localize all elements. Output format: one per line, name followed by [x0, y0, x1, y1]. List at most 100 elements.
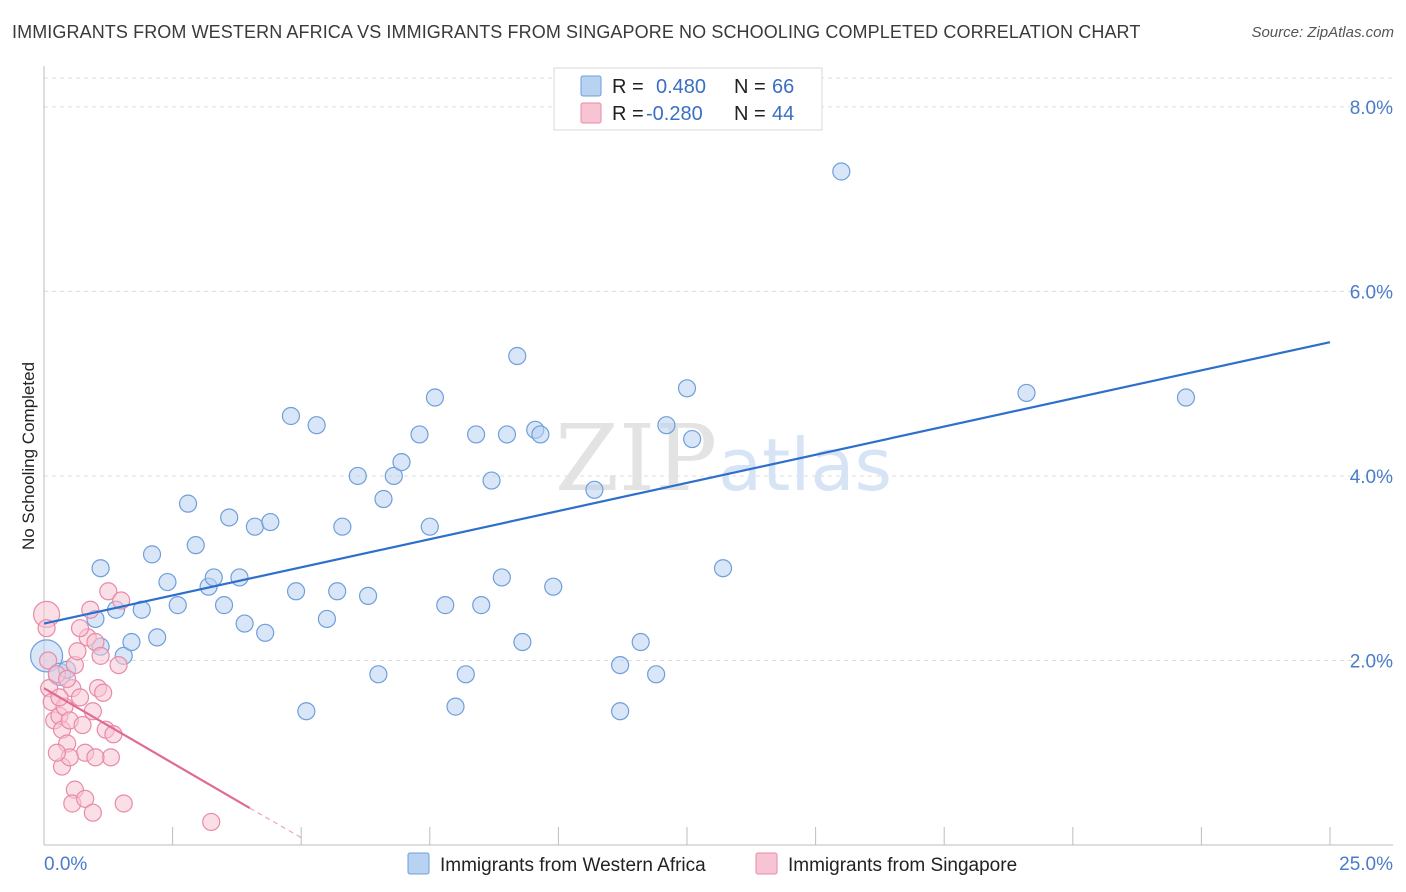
point-western-africa [348, 466, 367, 486]
point-western-africa [168, 596, 187, 615]
point-western-africa [384, 466, 403, 486]
point-western-africa [631, 632, 650, 652]
legend-n-value-pink: 44 [772, 103, 794, 125]
point-western-africa [531, 425, 550, 444]
legend-r-label-blue: R = [612, 76, 644, 98]
point-western-africa [657, 416, 676, 435]
legend-r-value-pink: -0.280 [646, 103, 703, 125]
point-singapore [101, 748, 120, 767]
point-western-africa [328, 582, 347, 601]
y-tick-label: 6.0% [1350, 282, 1393, 303]
point-singapore [58, 669, 77, 689]
legend-n-label-blue: N = [734, 76, 766, 98]
point-western-africa [286, 582, 306, 601]
watermark-atlas: atlas [718, 423, 892, 507]
series-legend: Immigrants from Western Africa Immigrant… [407, 852, 1017, 876]
point-singapore [202, 812, 221, 832]
point-western-africa [148, 628, 167, 647]
point-western-africa [261, 512, 280, 532]
trend-line-western-africa [43, 341, 1331, 625]
point-western-africa [122, 632, 141, 652]
correlation-legend: R = 0.480 N = 66 R = -0.280 N = 44 [553, 67, 823, 131]
point-western-africa [466, 425, 486, 444]
point-western-africa [178, 494, 198, 513]
point-western-africa [235, 614, 254, 633]
point-singapore [70, 688, 90, 707]
legend-r-value-blue: 0.480 [656, 76, 706, 98]
bottom-legend-swatch-blue [407, 852, 430, 875]
point-singapore [83, 803, 102, 822]
point-western-africa [333, 517, 352, 536]
legend-swatch-blue [580, 75, 602, 97]
point-singapore [76, 789, 95, 808]
point-western-africa [832, 162, 851, 181]
point-western-africa [369, 665, 388, 684]
point-western-africa [647, 665, 666, 684]
point-western-africa [142, 545, 162, 564]
y-tick-label: 4.0% [1350, 467, 1393, 488]
x-tick-label-min: 0.0% [44, 854, 87, 875]
point-western-africa [611, 702, 630, 721]
axes [43, 66, 1393, 846]
point-singapore [86, 748, 105, 767]
point-western-africa [1017, 383, 1036, 403]
bottom-legend-label-blue: Immigrants from Western Africa [440, 855, 706, 876]
point-singapore [109, 655, 128, 675]
legend-r-label-pink: R = [612, 103, 644, 125]
point-singapore [37, 619, 56, 638]
point-western-africa [410, 425, 429, 444]
point-western-africa [307, 416, 326, 435]
y-axis-label: No Schooling Completed [19, 362, 38, 550]
point-western-africa [544, 577, 563, 596]
point-western-africa [472, 596, 491, 615]
point-western-africa [508, 346, 527, 366]
y-tick-label: 8.0% [1350, 98, 1393, 119]
chart-source: Source: ZipAtlas.com [1251, 24, 1394, 41]
point-western-africa [256, 623, 275, 642]
point-western-africa [436, 596, 455, 615]
point-western-africa [392, 453, 411, 472]
point-western-africa [677, 379, 697, 398]
point-singapore [47, 743, 66, 762]
point-western-africa [585, 480, 604, 499]
point-western-africa [425, 388, 445, 407]
x-tick-label-max: 25.0% [1339, 854, 1393, 875]
point-singapore [73, 715, 92, 735]
legend-n-value-blue: 66 [772, 76, 794, 98]
trend-line-singapore [43, 687, 251, 810]
series-singapore [32, 582, 221, 832]
y-tick-labels: 2.0% 4.0% 6.0% 8.0% [1350, 98, 1393, 673]
watermark-zip: ZIP [555, 405, 717, 512]
y-tick-label: 2.0% [1350, 651, 1393, 672]
point-western-africa [245, 517, 265, 536]
point-western-africa [214, 596, 234, 615]
chart-title: IMMIGRANTS FROM WESTERN AFRICA VS IMMIGR… [12, 22, 1141, 42]
point-western-africa [611, 655, 630, 675]
point-western-africa [358, 586, 378, 605]
point-western-africa [317, 609, 337, 629]
legend-n-label-pink: N = [734, 103, 766, 125]
point-singapore [39, 651, 58, 670]
bottom-legend-label-pink: Immigrants from Singapore [788, 855, 1017, 876]
legend-swatch-pink [580, 102, 602, 124]
trend-lines [43, 341, 1331, 839]
point-western-africa [297, 702, 316, 721]
point-western-africa [713, 559, 733, 578]
point-western-africa [158, 572, 177, 592]
point-western-africa [492, 568, 511, 587]
point-western-africa [204, 568, 223, 587]
point-singapore [70, 619, 90, 638]
watermark: ZIP atlas [555, 405, 892, 512]
point-singapore [114, 794, 133, 813]
point-singapore [68, 642, 87, 661]
point-western-africa [91, 559, 110, 578]
point-western-africa [683, 429, 702, 449]
point-singapore [99, 582, 118, 601]
bottom-legend-swatch-pink [755, 852, 778, 875]
point-western-africa [482, 471, 501, 490]
point-western-africa [497, 425, 517, 444]
point-western-africa [420, 517, 439, 536]
point-western-africa [456, 665, 475, 684]
trend-line-singapore-extension [249, 807, 302, 839]
